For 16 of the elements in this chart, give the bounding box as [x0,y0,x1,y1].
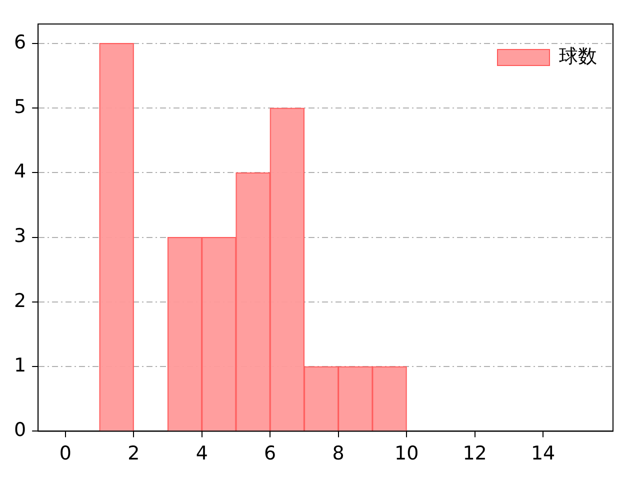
y-tick-label: 1 [14,354,26,377]
y-tick-label: 4 [14,160,26,183]
x-tick-label: 12 [462,442,487,465]
x-tick-label: 14 [530,442,556,465]
x-tick-label: 4 [196,442,208,465]
x-tick-label: 2 [128,442,140,465]
x-tick-label: 6 [264,442,276,465]
y-tick-label: 6 [14,31,26,54]
y-tick-label: 5 [14,96,26,118]
y-tick-label: 3 [14,225,26,248]
y-tick-label: 2 [14,290,26,312]
y-tick-label: 0 [14,419,26,442]
x-tick-label: 0 [59,442,72,465]
legend-label: 球数 [559,45,597,68]
x-tick-label: 10 [394,442,419,465]
x-tick-label: 8 [332,442,344,465]
